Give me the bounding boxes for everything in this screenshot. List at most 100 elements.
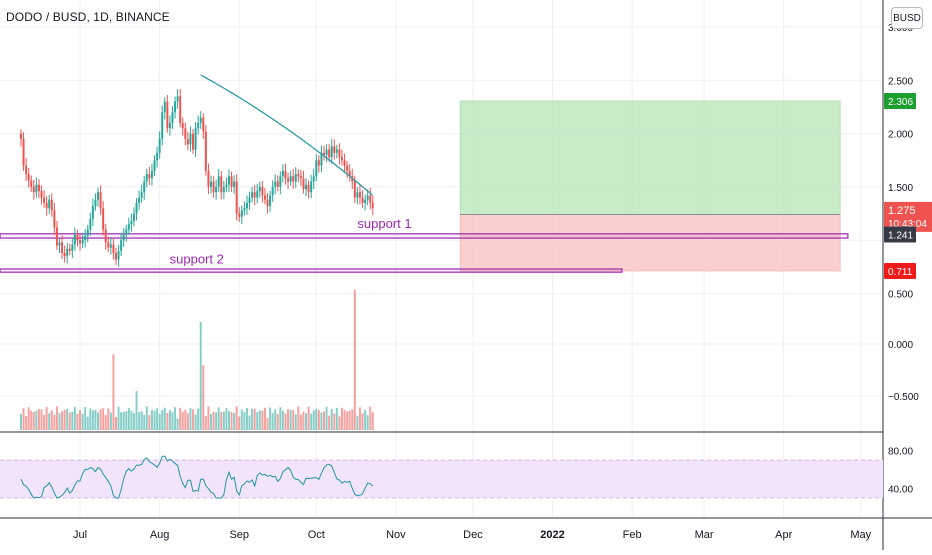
volume-bar (86, 416, 89, 430)
volume-bar (217, 407, 220, 430)
candle-body (120, 240, 123, 251)
volume-bar (94, 409, 97, 430)
volume-bar (207, 406, 210, 430)
volume-bar (156, 408, 159, 430)
candle-body (84, 235, 87, 241)
volume-bar (353, 289, 356, 430)
candle-body (99, 192, 102, 209)
volume-bar (297, 406, 300, 430)
candle-body (330, 146, 333, 158)
candle-body (104, 229, 107, 243)
entry-price-tag: 1.241 (888, 231, 913, 242)
volume-bar (243, 412, 246, 430)
candle-body (222, 186, 225, 193)
volume-bar (184, 409, 187, 430)
candle-body (212, 181, 215, 193)
candle-body (150, 170, 153, 179)
rsi-band (0, 460, 883, 498)
rsi-axis-tick: 80.00 (888, 447, 913, 458)
volume-bar (30, 410, 33, 430)
volume-bar (253, 408, 256, 430)
volume-bar (50, 410, 53, 430)
volume-bar (287, 409, 290, 430)
volume-bar (310, 413, 313, 430)
volume-bar (199, 322, 202, 430)
candle-body (302, 178, 305, 190)
volume-bar (212, 411, 215, 430)
candle-body (107, 242, 110, 248)
candle-body (220, 176, 223, 193)
candle-body (320, 152, 323, 166)
volume-bar (261, 410, 264, 430)
candle-body (292, 176, 295, 182)
candle-body (132, 213, 135, 222)
candle-body (97, 192, 100, 200)
candle-body (238, 213, 241, 217)
volume-bar (227, 411, 230, 430)
volume-bar (35, 410, 38, 430)
candle-body (166, 101, 169, 129)
candle-body (192, 133, 195, 150)
volume-bar (361, 413, 364, 430)
volume-bar (343, 409, 346, 430)
volume-bar (281, 410, 284, 430)
candle-body (145, 174, 148, 182)
candle-body (30, 180, 33, 187)
volume-bar (81, 413, 84, 430)
stop-price-tag: 0.711 (888, 267, 913, 278)
volume-bar (323, 411, 325, 430)
volume-bar (238, 416, 241, 430)
candle-body (158, 138, 161, 153)
volume-series (19, 289, 374, 430)
volume-bar (55, 406, 58, 430)
volume-bar (266, 417, 269, 430)
volume-bar (230, 412, 233, 430)
volume-bar (245, 407, 248, 430)
candle-body (125, 229, 128, 235)
candle-body (340, 157, 343, 161)
volume-bar (45, 407, 48, 430)
candle-body (366, 195, 369, 200)
volume-bar (248, 415, 251, 430)
candle-body (276, 181, 279, 187)
volume-bar (166, 412, 169, 430)
candle-body (369, 195, 372, 203)
time-axis-tick: May (850, 529, 871, 541)
candle-body (253, 192, 256, 198)
candle-body (204, 131, 207, 171)
price-axis-tick: 1.500 (888, 183, 913, 194)
volume-bar (348, 410, 351, 430)
volume-bar (371, 412, 374, 430)
entry-price-tag-bg (884, 226, 916, 243)
candle-body (117, 250, 120, 260)
volume-bar (176, 418, 179, 430)
candle-body (243, 208, 246, 211)
volume-bar (302, 411, 305, 430)
candle-body (176, 96, 179, 102)
target-price-tag: 2.306 (888, 97, 913, 108)
moving-average-line (200, 74, 374, 196)
volume-bar (66, 408, 69, 430)
volume-bar (48, 413, 51, 430)
volume-bar (356, 416, 359, 430)
candle-body (186, 138, 189, 145)
candle-body (130, 221, 133, 225)
candle-body (235, 181, 238, 214)
candle-body (287, 178, 290, 182)
candle-body (194, 128, 197, 150)
volume-bar (109, 412, 112, 430)
candle-body (35, 184, 38, 193)
candle-body (258, 186, 261, 192)
candle-body (269, 195, 272, 207)
candle-body (230, 176, 233, 187)
volume-bar (91, 410, 94, 430)
volume-bar (174, 407, 177, 430)
currency-button[interactable]: BUSD (891, 7, 923, 29)
volume-axis-tick: −0.500 (888, 392, 919, 403)
volume-bar (153, 410, 156, 430)
volume-bar (269, 407, 272, 430)
support-2-zone (0, 268, 623, 273)
candle-body (148, 174, 151, 179)
